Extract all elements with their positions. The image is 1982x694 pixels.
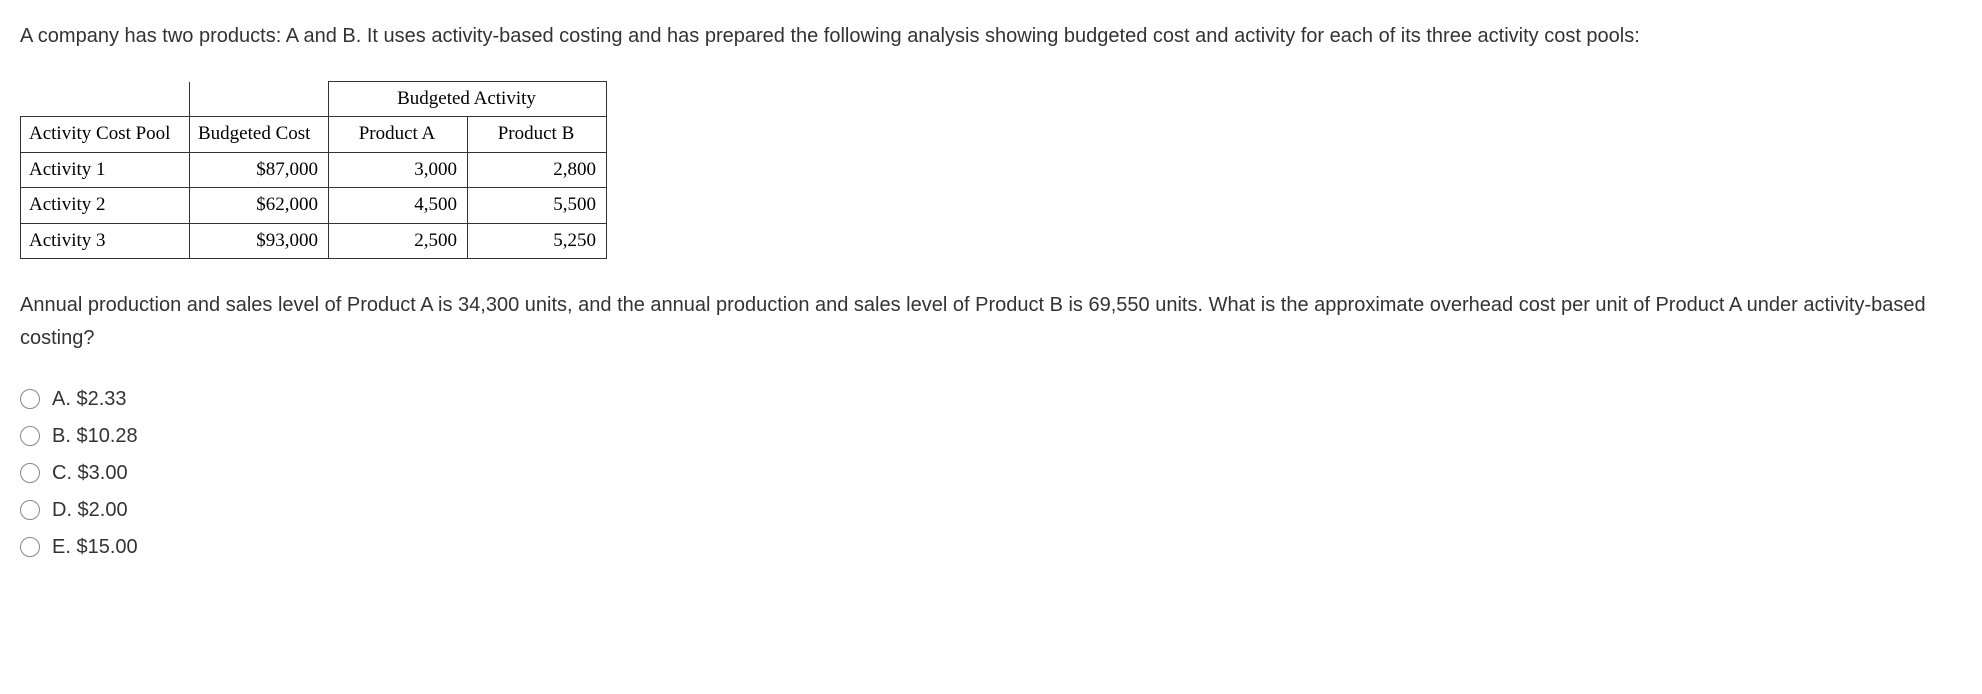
table-header-budgeted-activity: Budgeted Activity [329,82,607,117]
option-label: D. $2.00 [52,494,128,526]
radio-icon[interactable] [20,463,40,483]
answer-options: A. $2.33 B. $10.28 C. $3.00 D. $2.00 E. … [20,383,1962,563]
cell-product-a: 3,000 [329,152,468,187]
cell-cost: $93,000 [190,223,329,258]
option-a[interactable]: A. $2.33 [20,383,1962,415]
radio-icon[interactable] [20,500,40,520]
question-followup: Annual production and sales level of Pro… [20,289,1962,355]
cell-pool: Activity 2 [21,188,190,223]
cell-product-b: 5,250 [468,223,607,258]
table-col-activity-pool: Activity Cost Pool [21,117,190,152]
table-col-budgeted-cost: Budgeted Cost [190,117,329,152]
cell-product-a: 4,500 [329,188,468,223]
table-col-product-a: Product A [329,117,468,152]
table-col-product-b: Product B [468,117,607,152]
option-label: B. $10.28 [52,420,138,452]
option-label: A. $2.33 [52,383,127,415]
option-label: E. $15.00 [52,531,138,563]
table-blank-cell [21,82,190,117]
table-row: Activity 2 $62,000 4,500 5,500 [21,188,607,223]
table-blank-cell [190,82,329,117]
activity-cost-table: Budgeted Activity Activity Cost Pool Bud… [20,81,607,259]
option-e[interactable]: E. $15.00 [20,531,1962,563]
cell-pool: Activity 1 [21,152,190,187]
question-intro: A company has two products: A and B. It … [20,20,1962,53]
option-label: C. $3.00 [52,457,128,489]
table-row: Activity 3 $93,000 2,500 5,250 [21,223,607,258]
radio-icon[interactable] [20,537,40,557]
cell-product-b: 2,800 [468,152,607,187]
cell-pool: Activity 3 [21,223,190,258]
option-c[interactable]: C. $3.00 [20,457,1962,489]
radio-icon[interactable] [20,426,40,446]
cell-product-a: 2,500 [329,223,468,258]
cell-product-b: 5,500 [468,188,607,223]
cell-cost: $87,000 [190,152,329,187]
cell-cost: $62,000 [190,188,329,223]
option-b[interactable]: B. $10.28 [20,420,1962,452]
table-row: Activity 1 $87,000 3,000 2,800 [21,152,607,187]
radio-icon[interactable] [20,389,40,409]
option-d[interactable]: D. $2.00 [20,494,1962,526]
